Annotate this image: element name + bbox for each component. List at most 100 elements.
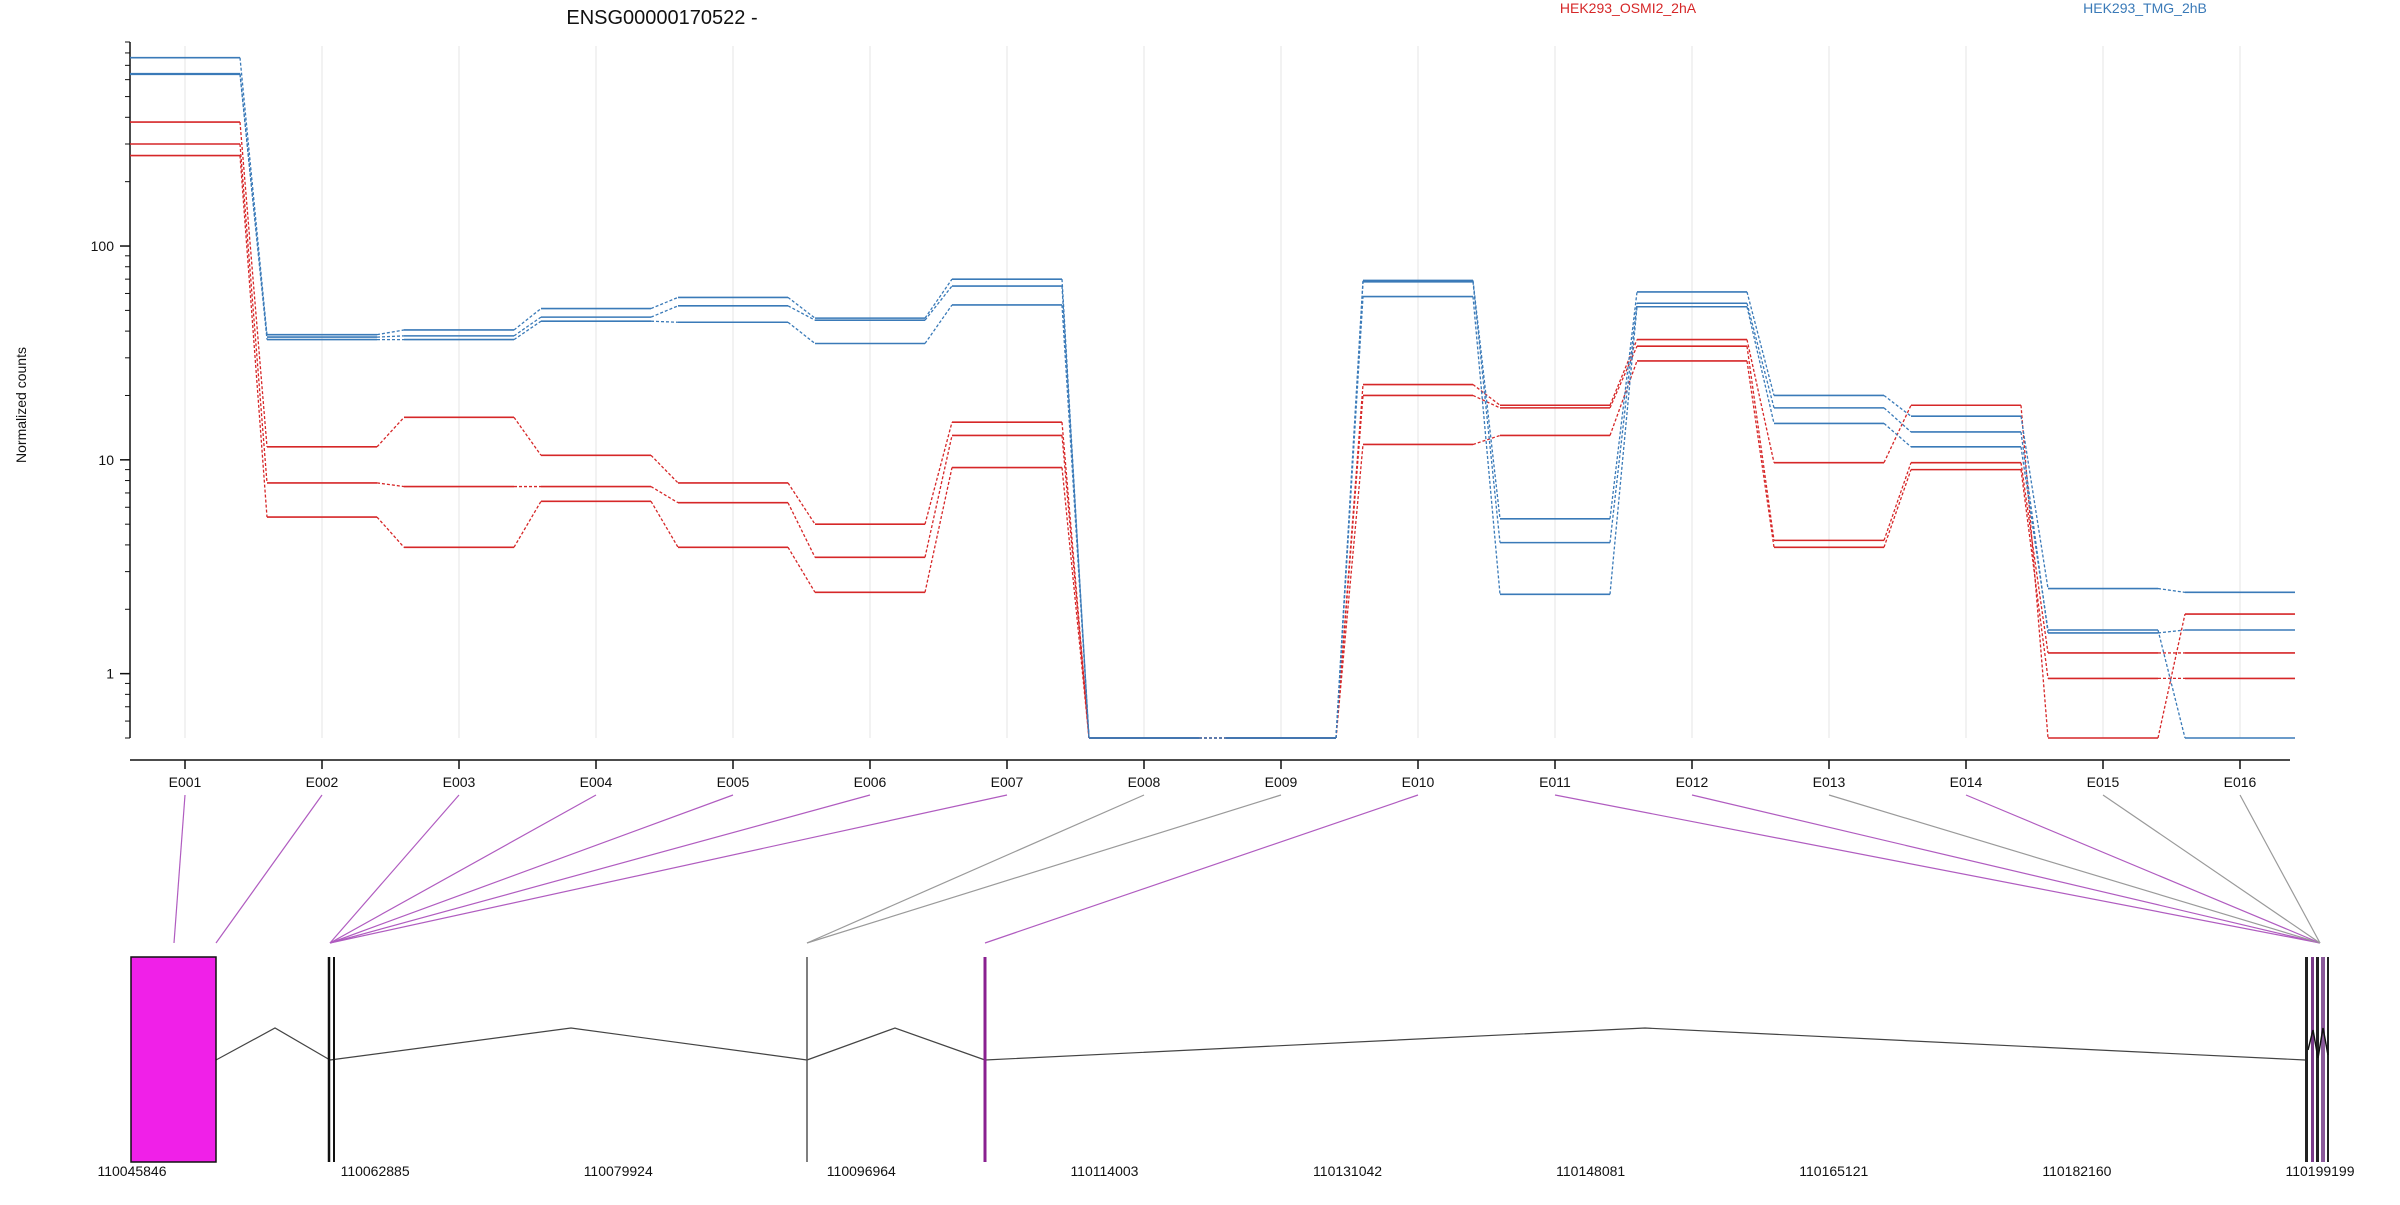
x-tick-label-e009: E009 — [1265, 774, 1298, 790]
series-line-6 — [130, 73, 2295, 739]
exon-cluster-4 — [2321, 957, 2325, 1162]
data-connector — [1746, 306, 1775, 424]
data-connector — [1335, 395, 1364, 739]
data-connector — [1883, 407, 1912, 433]
data-connector — [787, 502, 816, 558]
data-connector — [924, 304, 953, 344]
data-connector — [1609, 306, 1638, 595]
data-connector — [513, 500, 542, 548]
chart-title: ENSG00000170522 - — [566, 7, 757, 29]
data-connector — [924, 422, 953, 525]
x-tick-label-e008: E008 — [1128, 774, 1161, 790]
exon-cluster-1 — [2305, 957, 2308, 1162]
x-tick-label-e004: E004 — [580, 774, 613, 790]
data-connector — [1472, 281, 1501, 543]
data-connector — [1061, 435, 1090, 739]
intron-4 — [984, 1027, 2306, 1061]
data-connector — [1335, 444, 1364, 739]
genomic-coordinate-label: 110096964 — [827, 1163, 896, 1179]
exon-cluster-3 — [2316, 957, 2319, 1162]
genomic-coordinate-label: 110079924 — [584, 1163, 653, 1179]
data-connector — [1746, 291, 1775, 396]
data-connector — [787, 296, 816, 319]
genomic-coordinate-label: 110062885 — [341, 1163, 410, 1179]
y-tick-label: 1 — [106, 666, 114, 682]
data-connector — [1746, 360, 1775, 548]
data-connector — [650, 454, 679, 484]
x-tick-label-e002: E002 — [306, 774, 339, 790]
data-connector — [1609, 291, 1638, 519]
data-connector — [2020, 462, 2049, 654]
y-tick-label: 10 — [98, 452, 114, 468]
series-line-3 — [130, 154, 2295, 739]
connector-e008 — [806, 794, 1145, 944]
data-connector — [1061, 304, 1090, 739]
intron-3 — [806, 1027, 986, 1061]
genomic-coordinate-label: 110045846 — [97, 1163, 166, 1179]
data-connector — [513, 316, 542, 337]
x-tick-label-e006: E006 — [854, 774, 887, 790]
data-connector — [1746, 346, 1775, 541]
legend-label-tmg: HEK293_TMG_2hB — [2083, 0, 2207, 16]
x-tick-label-e014: E014 — [1950, 774, 1983, 790]
data-connector — [924, 278, 953, 319]
data-connector — [650, 485, 679, 504]
x-tick-label-e012: E012 — [1676, 774, 1709, 790]
y-tick-label: 100 — [91, 238, 115, 254]
connector-e013 — [1828, 794, 2321, 944]
x-tick-label-e013: E013 — [1813, 774, 1846, 790]
data-connector — [376, 416, 405, 448]
data-connector — [787, 482, 816, 525]
data-connector — [376, 335, 405, 338]
connector-e011 — [1554, 794, 2321, 944]
x-tick-label-e003: E003 — [443, 774, 476, 790]
data-connector — [1609, 345, 1638, 409]
connector-e006 — [329, 794, 871, 944]
axes: 1 10 100 E001 E002 E003 E004 E005 E006 E007 E008 E0… — [91, 41, 2290, 790]
data-connector — [2020, 431, 2049, 634]
x-tick-label-e010: E010 — [1402, 774, 1435, 790]
grid — [184, 46, 2241, 738]
data-connector — [2157, 613, 2186, 739]
connector-e016 — [2239, 794, 2321, 944]
data-connector — [1746, 339, 1775, 463]
genomic-coordinate-label: 110114003 — [1070, 1163, 1138, 1179]
data-connector — [2157, 629, 2186, 634]
x-tick-label-e005: E005 — [717, 774, 750, 790]
connector-e003 — [329, 794, 460, 944]
gene-model — [130, 956, 2329, 1163]
series-line-1 — [130, 121, 2295, 739]
data-connector — [1472, 296, 1501, 595]
data-connector — [239, 143, 268, 483]
data-connector — [1061, 279, 1090, 739]
series-line-5 — [130, 72, 2295, 739]
data-connector — [650, 320, 679, 323]
genomic-coordinate-label: 110182160 — [2042, 1163, 2111, 1179]
data-connector — [2020, 416, 2049, 589]
data-connector — [2157, 629, 2186, 739]
data-connector — [787, 305, 816, 321]
data-connector — [1883, 404, 1912, 463]
connector-e014 — [1965, 794, 2321, 944]
data-connector — [1061, 422, 1090, 739]
y-axis-label: Normalized counts — [13, 347, 29, 463]
data-connector — [1335, 280, 1364, 739]
data-connector — [650, 500, 679, 548]
genomic-coordinate-label: 110165121 — [1799, 1163, 1868, 1179]
intron-2 — [329, 1027, 808, 1061]
data-connector — [376, 482, 405, 488]
connector-e001 — [173, 794, 186, 944]
exon-cluster-5 — [2327, 957, 2329, 1162]
connector-e012 — [1691, 794, 2321, 944]
connector-e007 — [329, 794, 1008, 944]
data-connector — [513, 308, 542, 331]
data-connector — [239, 155, 268, 518]
data-connector — [1472, 280, 1501, 519]
data-connector — [1883, 422, 1912, 448]
exon-thin-2 — [333, 957, 335, 1162]
genomic-coordinate-label: 110148081 — [1556, 1163, 1625, 1179]
data-connector — [239, 122, 268, 447]
data-connector — [2157, 587, 2186, 593]
data-connector — [787, 321, 816, 345]
